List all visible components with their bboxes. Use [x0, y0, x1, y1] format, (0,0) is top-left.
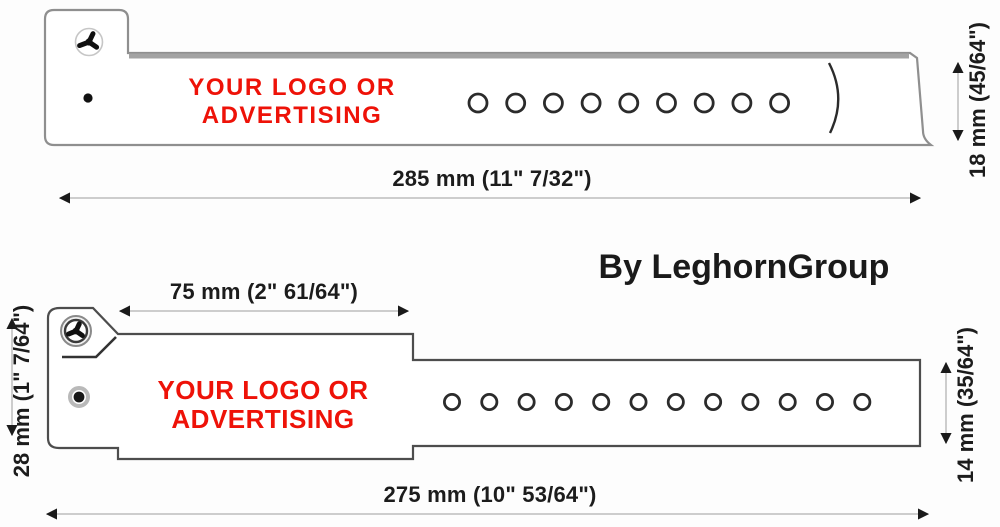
stud-hole [83, 93, 93, 103]
logo-placeholder-line2: ADVERTISING [171, 404, 354, 434]
dimension-width-top-label: 18 mm (45/64") [965, 22, 990, 178]
wristband-top-body [43, 8, 935, 147]
snap-stud-icon [74, 27, 104, 57]
punch-hole [656, 92, 677, 114]
punch-hole [543, 92, 564, 114]
punch-hole [816, 392, 835, 411]
snap-stud-icon [60, 315, 92, 347]
logo-placeholder-line1: YOUR LOGO OR [188, 74, 395, 101]
logo-placeholder-line1: YOUR LOGO OR [157, 375, 368, 405]
wristband-top-holes [467, 92, 790, 114]
punch-hole [778, 392, 797, 411]
dimension-length-bottom-label: 275 mm (10" 53/64") [383, 482, 596, 507]
punch-hole [853, 392, 872, 411]
punch-hole [580, 92, 602, 114]
stud-hole [73, 391, 85, 403]
logo-placeholder-line2: ADVERTISING [202, 102, 383, 129]
dimension-width-right: 14 mm (35/64") [940, 327, 978, 483]
dimension-tab-length: 75 mm (2" 61/64") [118, 279, 410, 317]
punch-hole [592, 392, 611, 411]
dimension-length-bottom: 275 mm (10" 53/64") [45, 482, 930, 520]
punch-hole [618, 92, 640, 114]
stud-hole-ring [68, 386, 90, 408]
punch-hole [442, 392, 461, 411]
dimension-width-right-label: 14 mm (35/64") [953, 327, 978, 483]
dimension-length-top: 285 mm (11" 7/32") [58, 166, 922, 204]
dimension-length-top-label: 285 mm (11" 7/32") [392, 166, 591, 191]
punch-hole [704, 392, 723, 411]
punch-hole [666, 392, 685, 411]
wristband-bottom: YOUR LOGO OR ADVERTISING [46, 306, 922, 461]
punch-hole [480, 392, 499, 411]
dimension-width-left-label: 28 mm (1" 7/64") [9, 305, 34, 478]
wristband-bottom-holes [442, 392, 872, 411]
punch-hole [505, 92, 527, 114]
strap-end-curve [827, 62, 840, 134]
punch-hole [517, 392, 536, 411]
dimension-width-left: 28 mm (1" 7/64") [6, 305, 34, 478]
punch-hole [731, 92, 753, 114]
punch-hole [629, 392, 648, 411]
punch-hole [741, 392, 760, 411]
punch-hole [554, 392, 573, 411]
dimension-tab-length-label: 75 mm (2" 61/64") [170, 279, 358, 304]
punch-hole [769, 92, 790, 114]
wristband-bottom-body [46, 306, 922, 461]
dimension-width-top: 18 mm (45/64") [952, 22, 990, 178]
punch-hole [693, 92, 715, 114]
credit-title: By LeghornGroup [599, 248, 890, 286]
fold-line [62, 336, 117, 359]
wristband-top: YOUR LOGO OR ADVERTISING [43, 8, 935, 147]
punch-hole [467, 92, 489, 114]
